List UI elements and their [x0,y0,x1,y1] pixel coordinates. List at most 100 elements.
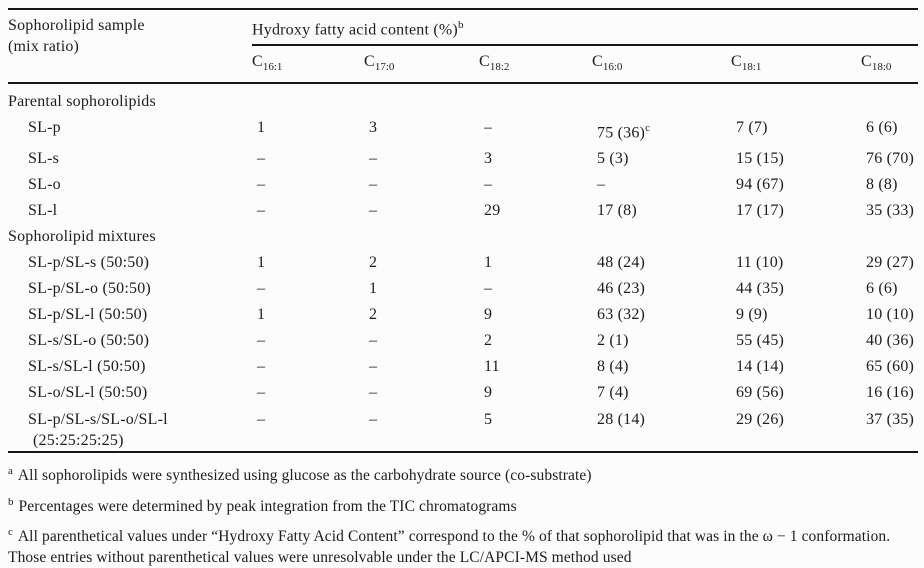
column-header-c17-0: C17:0 [364,52,395,74]
value-cell: 6 (6) [866,119,898,137]
value-cell: 44 (35) [736,280,785,298]
column-headers: C16:1 C17:0 C18:2 C16:0 C18:1 C18:0 [252,46,918,82]
sample-name: SL-p/SL-s/SL-o/SL-l (25:25:25:25) [8,406,252,451]
value-cell: 9 [484,306,493,324]
footnotes: a All sophorolipids were synthesized usin… [8,461,918,567]
value-cell: 29 [484,202,501,220]
sample-name: SL-s/SL-l (50:50) [28,358,146,376]
value-cell: 7 (7) [736,119,768,137]
value-cell: 76 (70) [866,150,915,168]
header-bottom-rule [8,82,918,85]
footnote-b-marker: b [8,495,14,508]
sample-name: SL-p/SL-o (50:50) [28,280,151,298]
value-cell: 35 (33) [866,202,915,220]
sample-column-header: Sophorolipid sample (mix ratio) [8,10,252,82]
paper-table-page: Sophorolipid sample (mix ratio) Hydroxy … [8,8,918,566]
table-header: Sophorolipid sample (mix ratio) Hydroxy … [8,10,918,82]
value-cell: 2 [484,332,493,350]
value-cell: – [369,176,378,194]
section-label: Sophorolipid mixtures [8,228,156,246]
table-row: SL-s/SL-o (50:50) – – 2 2 (1) 55 (45) 40 (36) [8,328,918,354]
value-cell: – [257,150,266,168]
value-cell: 2 (1) [597,332,629,350]
value-cell: 9 [484,384,493,402]
value-cell: 94 (67) [736,176,785,194]
footnote-a: a All sophorolipids were synthesized usin… [8,461,918,486]
value-cell: 37 (35) [866,411,915,429]
sample-name: SL-p [28,119,61,137]
value-cell: – [369,150,378,168]
sample-name: SL-s/SL-o (50:50) [28,332,150,350]
table-row: SL-p/SL-s/SL-o/SL-l (25:25:25:25) – –5 28 (1… [8,406,918,451]
value-cell: 28 (14) [597,411,646,429]
value-cell: 1 [484,254,493,272]
section-row: Sophorolipid mixtures [8,224,918,250]
value-cell: – [257,384,266,402]
group-header-text: Hydroxy fatty acid content (%) [252,21,458,39]
value-cell: – [369,202,378,220]
value-cell: 16 (16) [866,384,915,402]
value-cell: 40 (36) [866,332,915,350]
value-cell: – [484,280,493,298]
value-cell: 63 (32) [597,306,646,324]
value-cell: 14 (14) [736,358,785,376]
table-row: SL-p/SL-o (50:50) – 1 – 46 (23) 44 (35) 6 (6) [8,276,918,302]
value-cell: – [257,332,266,350]
table-bottom-rule [8,451,918,454]
value-cell: 3 [369,119,378,137]
value-cell: – [597,176,606,194]
value-cell: 65 (60) [866,358,915,376]
table-row: SL-s/SL-l (50:50) – – 11 8 (4) 14 (14) 65 (60) [8,354,918,380]
value-cell: – [257,358,266,376]
value-cell: 3 [484,150,493,168]
value-cell: 8 (4) [597,358,629,376]
value-cell: 46 (23) [597,280,646,298]
column-header-c16-0: C16:0 [592,52,623,74]
value-cell: 11 [484,358,500,376]
footnote-a-marker: a [8,465,13,478]
footnote-c-marker: c [8,525,13,538]
table-row: SL-p/SL-s (50:50) 1 2 1 48 (24) 11 (10) 29 (27… [8,250,918,276]
value-footnote-marker: c [645,122,650,135]
value-cell: 7 (4) [597,384,629,402]
sample-name: SL-s [28,150,60,168]
table-row: SL-p 1 3 – 75 (36)c 7 (7) 6 (6) [8,115,918,146]
value-cell: 1 [257,306,266,324]
fatty-acid-header-group: Hydroxy fatty acid content (%)b C16:1 C1… [252,10,918,82]
group-header: Hydroxy fatty acid content (%)b [252,10,918,44]
value-cell: – [369,384,378,402]
value-cell: – [369,411,378,429]
table-row: SL-o/SL-l (50:50) – – 9 7 (4) 69 (56) 16 (16) [8,380,918,406]
section-row: Parental sophorolipids [8,89,918,115]
footnote-c: c All parenthetical values under “Hydroxy… [8,522,918,568]
column-header-c18-2: C18:2 [479,52,510,74]
value-cell: 8 (8) [866,176,898,194]
value-cell: 75 (36)c [597,122,650,142]
value-cell: 15 (15) [736,150,785,168]
value-cell: 2 [369,254,378,272]
value-cell: – [257,202,266,220]
sample-name: SL-p/SL-l (50:50) [28,306,148,324]
table-top-rule [8,8,918,10]
value-cell: – [484,119,493,137]
group-header-rule [252,44,918,46]
value-cell: – [369,332,378,350]
value-cell: 1 [257,119,266,137]
value-cell: 9 (9) [736,306,768,324]
value-cell: 55 (45) [736,332,785,350]
footnote-a-text: All sophorolipids were synthesized using… [17,467,592,485]
sample-header-line1: Sophorolipid sample [8,17,145,34]
table-body: Parental sophorolipids SL-p 1 3 – 75 (36)c 7 (… [8,84,918,451]
value-cell: – [369,358,378,376]
value-cell: 5 (3) [597,150,629,168]
value-cell: 11 (10) [736,254,784,272]
table-row: SL-p/SL-l (50:50) 1 2 9 63 (32) 9 (9) 10 (10) [8,302,918,328]
value-cell: 17 (8) [597,202,637,220]
table-row: SL-l – – 29 17 (8) 17 (17) 35 (33) [8,198,918,224]
footnote-c-text: All parenthetical values under “Hydroxy … [8,527,891,566]
sample-name: SL-o/SL-l (50:50) [28,384,148,402]
value-cell: 69 (56) [736,384,785,402]
value-cell: – [257,280,266,298]
sample-header-line2: (mix ratio) [8,38,80,55]
group-header-footnote-marker: b [457,19,464,31]
